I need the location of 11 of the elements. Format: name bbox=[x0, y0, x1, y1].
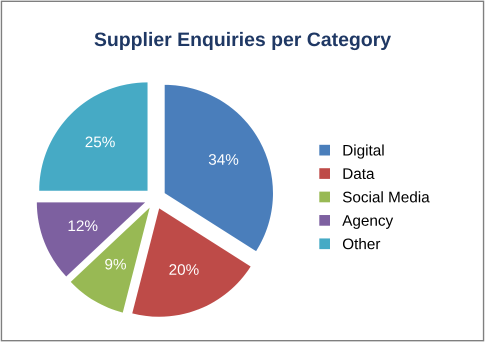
legend-label: Other bbox=[342, 238, 380, 250]
legend-label: Social Media bbox=[342, 191, 430, 202]
legend-label: Digital bbox=[343, 144, 384, 159]
data-label: 20% bbox=[169, 264, 199, 275]
data-label: 34% bbox=[208, 154, 238, 165]
data-label: 25% bbox=[86, 136, 115, 148]
data-label: 12% bbox=[68, 220, 98, 232]
data-label: 9% bbox=[105, 258, 126, 270]
chart-title: Supplier Enquiries per Category bbox=[94, 32, 391, 50]
legend-label: Agency bbox=[342, 215, 394, 229]
legend-label: Data bbox=[343, 168, 374, 180]
